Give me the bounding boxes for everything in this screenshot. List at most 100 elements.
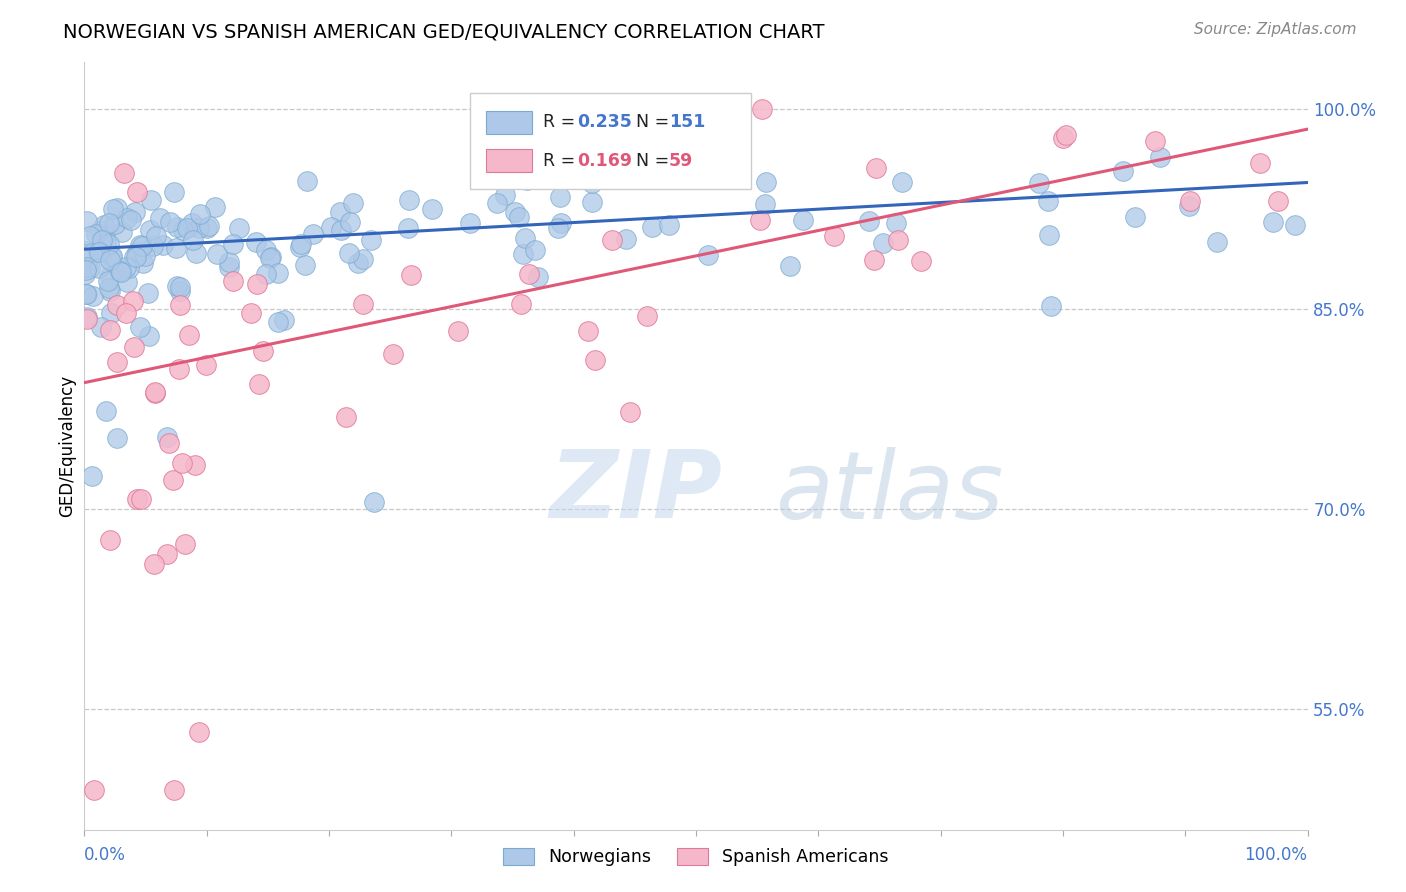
Point: [179, 327, 201, 342]
Point: [124, 205, 146, 219]
Point: [872, 236, 894, 251]
Point: [91, 233, 114, 247]
Point: [121, 212, 143, 227]
Point: [89, 244, 111, 259]
Text: R =: R =: [543, 152, 581, 169]
Point: [1052, 130, 1074, 145]
Text: N =: N =: [626, 113, 675, 131]
Point: [163, 782, 186, 797]
Point: [87, 260, 110, 275]
Point: [360, 233, 382, 247]
Point: [195, 221, 218, 235]
Point: [79, 229, 101, 244]
Point: [166, 220, 188, 235]
Point: [614, 166, 637, 180]
Point: [581, 194, 603, 209]
Point: [188, 207, 211, 221]
Point: [1038, 227, 1060, 242]
Point: [76, 213, 98, 227]
Point: [98, 533, 121, 547]
Point: [342, 196, 364, 211]
Point: [509, 297, 531, 311]
Point: [87, 243, 110, 257]
Point: [82, 289, 104, 303]
Point: [641, 220, 664, 235]
Point: [100, 250, 122, 264]
Point: [79, 260, 101, 275]
Point: [184, 458, 207, 472]
Text: 0.0%: 0.0%: [84, 846, 127, 863]
Point: [167, 362, 190, 376]
Point: [136, 285, 159, 300]
FancyBboxPatch shape: [485, 149, 531, 172]
Point: [547, 221, 569, 235]
Point: [105, 354, 128, 368]
Point: [260, 250, 283, 264]
Point: [696, 248, 718, 262]
Point: [792, 212, 814, 227]
Point: [156, 547, 179, 561]
Point: [105, 298, 128, 312]
Point: [363, 495, 385, 509]
Point: [755, 175, 778, 189]
Point: [339, 215, 361, 229]
Point: [188, 220, 211, 235]
Point: [614, 231, 637, 245]
Point: [169, 298, 191, 312]
Text: NORWEGIAN VS SPANISH AMERICAN GED/EQUIVALENCY CORRELATION CHART: NORWEGIAN VS SPANISH AMERICAN GED/EQUIVA…: [63, 22, 825, 41]
Point: [823, 229, 845, 244]
Point: [100, 249, 122, 263]
Point: [583, 353, 606, 368]
Point: [80, 245, 103, 260]
Point: [576, 324, 599, 338]
Point: [602, 233, 624, 247]
Point: [98, 323, 121, 337]
FancyBboxPatch shape: [485, 111, 531, 134]
Point: [138, 329, 160, 343]
Text: Source: ZipAtlas.com: Source: ZipAtlas.com: [1194, 22, 1357, 37]
Point: [319, 219, 342, 234]
Point: [636, 309, 658, 323]
Point: [108, 264, 131, 278]
Point: [267, 314, 290, 328]
Text: ZIP: ZIP: [550, 446, 723, 538]
Point: [97, 236, 120, 251]
Text: 59: 59: [669, 152, 693, 169]
Point: [347, 256, 370, 270]
Point: [105, 201, 128, 215]
Point: [172, 223, 194, 237]
Text: 151: 151: [669, 113, 706, 131]
Text: atlas: atlas: [776, 447, 1004, 538]
Point: [90, 320, 112, 334]
Point: [169, 280, 191, 294]
Point: [508, 210, 530, 224]
Point: [447, 324, 470, 338]
Point: [527, 269, 550, 284]
Point: [420, 202, 443, 216]
Point: [858, 214, 880, 228]
Text: 0.235: 0.235: [578, 113, 633, 131]
Point: [862, 253, 884, 268]
Point: [170, 456, 193, 470]
Point: [458, 216, 481, 230]
Point: [187, 724, 209, 739]
Point: [329, 205, 352, 219]
Point: [128, 238, 150, 252]
Point: [396, 221, 419, 235]
Point: [523, 244, 546, 258]
Point: [125, 491, 148, 506]
Point: [198, 219, 221, 234]
Point: [115, 260, 138, 274]
Point: [1249, 156, 1271, 170]
Point: [134, 249, 156, 263]
Point: [73, 267, 96, 281]
Point: [96, 274, 118, 288]
Point: [132, 255, 155, 269]
Legend: Norwegians, Spanish Americans: Norwegians, Spanish Americans: [496, 841, 896, 873]
Point: [145, 229, 167, 244]
Point: [302, 227, 325, 241]
Point: [1149, 150, 1171, 164]
Point: [1123, 210, 1146, 224]
Point: [73, 244, 96, 258]
Point: [619, 163, 641, 178]
